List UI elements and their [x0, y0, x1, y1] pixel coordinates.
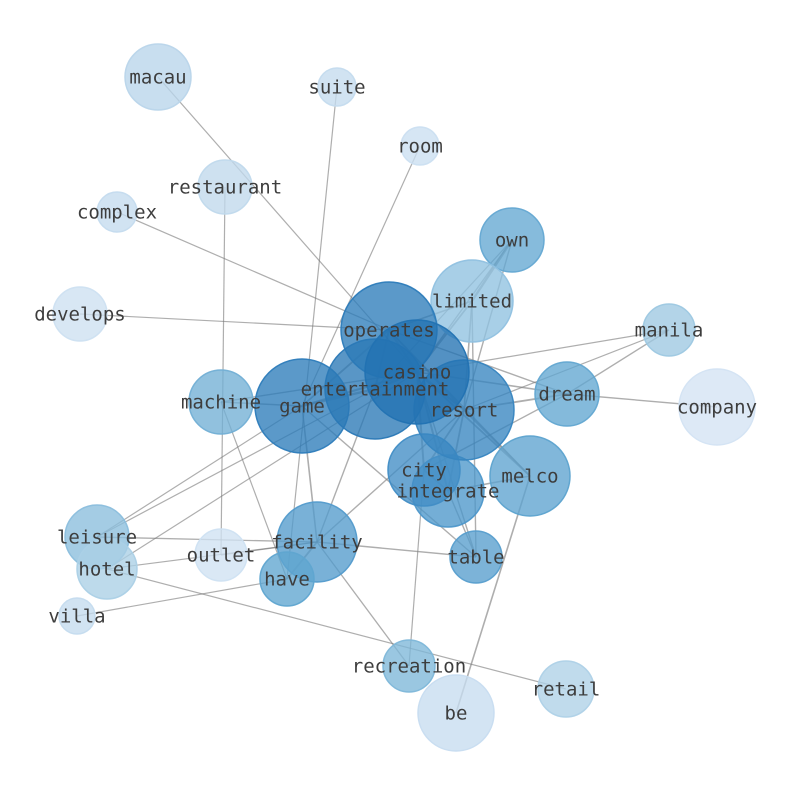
nodes-layer: [52, 43, 756, 752]
node-dream: [534, 361, 600, 427]
node-macau: [124, 43, 192, 111]
edge-have-villa: [76, 578, 288, 617]
node-villa: [58, 597, 96, 635]
node-machine: [188, 369, 254, 435]
node-casino: [364, 319, 470, 425]
node-manila: [642, 303, 696, 357]
node-recreation: [382, 639, 436, 693]
node-own: [479, 207, 545, 273]
node-have: [259, 551, 315, 607]
edge-melco-be: [455, 475, 531, 714]
node-melco: [489, 435, 571, 517]
node-company: [678, 368, 756, 446]
node-complex: [96, 191, 138, 233]
edge-complex-operates: [116, 211, 390, 331]
node-be: [417, 674, 495, 752]
node-suite: [317, 67, 357, 107]
node-hotel: [76, 538, 138, 600]
node-room: [400, 126, 440, 166]
edge-hotel-retail: [106, 568, 567, 690]
edge-suite-have: [286, 86, 338, 580]
node-limited: [430, 259, 514, 343]
node-restaurant: [197, 159, 253, 215]
node-retail: [537, 660, 595, 718]
node-outlet: [194, 528, 248, 582]
edge-develops-operates: [79, 313, 390, 331]
node-develops: [52, 286, 108, 342]
node-table: [449, 530, 503, 584]
